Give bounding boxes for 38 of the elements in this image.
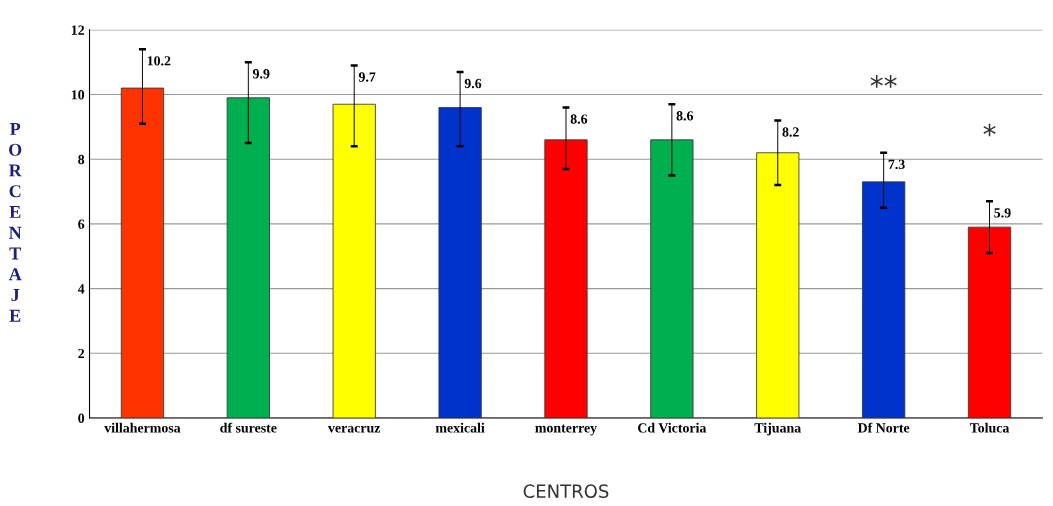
data-label: 9.7 — [358, 72, 376, 82]
data-label: 8.6 — [570, 114, 588, 124]
x-tick-label: Toluca — [969, 422, 1010, 433]
data-label: 9.9 — [252, 69, 270, 79]
annotation: * — [983, 123, 996, 137]
text: PORCENTAJE — [8, 123, 22, 322]
bar — [332, 103, 376, 418]
x-axis-title: CENTROS — [523, 484, 609, 498]
annotation: ** — [870, 75, 897, 88]
y-tick-label: 12 — [71, 25, 85, 35]
bar — [120, 87, 165, 418]
x-tick-label: veracruz — [328, 425, 381, 433]
y-tick-label: 10 — [71, 90, 85, 100]
x-tick-label: monterrey — [535, 424, 597, 436]
y-tick-label: 6 — [78, 219, 85, 229]
bar — [862, 181, 906, 418]
x-tick-label: df sureste — [220, 422, 277, 433]
data-label: 8.6 — [676, 111, 694, 121]
y-tick-label: 8 — [78, 154, 85, 165]
y-tick-label: 0 — [78, 413, 85, 423]
bar — [226, 97, 270, 418]
bar — [438, 107, 482, 418]
x-tick-label: villahermosa — [104, 422, 181, 433]
data-label: 7.3 — [888, 159, 905, 170]
data-label: 9.6 — [464, 78, 482, 89]
data-label: 10.2 — [147, 56, 171, 66]
y-tick-label: 2 — [78, 348, 85, 359]
x-tick-label: Cd Victoria — [638, 422, 707, 433]
x-tick-label: Tijuana — [754, 422, 801, 436]
bar — [544, 139, 588, 418]
data-label: 8.2 — [782, 127, 799, 137]
bar — [967, 226, 1012, 418]
data-label: 5.9 — [994, 208, 1011, 218]
bar — [756, 152, 800, 418]
x-tick-label: mexicali — [435, 422, 485, 433]
y-tick-label: 4 — [77, 284, 85, 294]
x-tick-label: Df Norte — [857, 422, 910, 433]
bar — [650, 139, 694, 418]
